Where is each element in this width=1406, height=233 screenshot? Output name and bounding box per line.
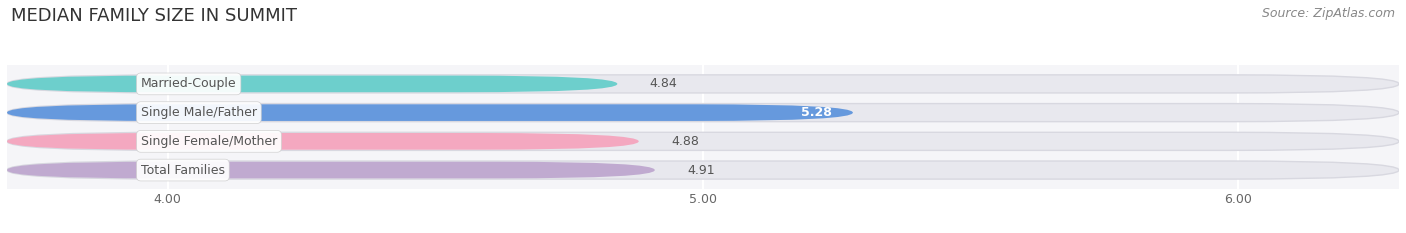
Text: Total Families: Total Families [141,164,225,177]
Text: 5.28: 5.28 [800,106,831,119]
FancyBboxPatch shape [7,104,1399,122]
FancyBboxPatch shape [7,162,655,178]
FancyBboxPatch shape [7,75,617,92]
Text: 4.84: 4.84 [650,77,678,90]
Text: Married-Couple: Married-Couple [141,77,236,90]
Text: MEDIAN FAMILY SIZE IN SUMMIT: MEDIAN FAMILY SIZE IN SUMMIT [11,7,297,25]
FancyBboxPatch shape [7,75,1399,93]
Text: Single Female/Mother: Single Female/Mother [141,135,277,148]
Text: 4.91: 4.91 [688,164,714,177]
Text: Single Male/Father: Single Male/Father [141,106,257,119]
Text: Source: ZipAtlas.com: Source: ZipAtlas.com [1261,7,1395,20]
FancyBboxPatch shape [7,132,1399,150]
FancyBboxPatch shape [7,161,1399,179]
Text: 4.88: 4.88 [671,135,699,148]
FancyBboxPatch shape [7,104,853,121]
FancyBboxPatch shape [7,133,638,150]
